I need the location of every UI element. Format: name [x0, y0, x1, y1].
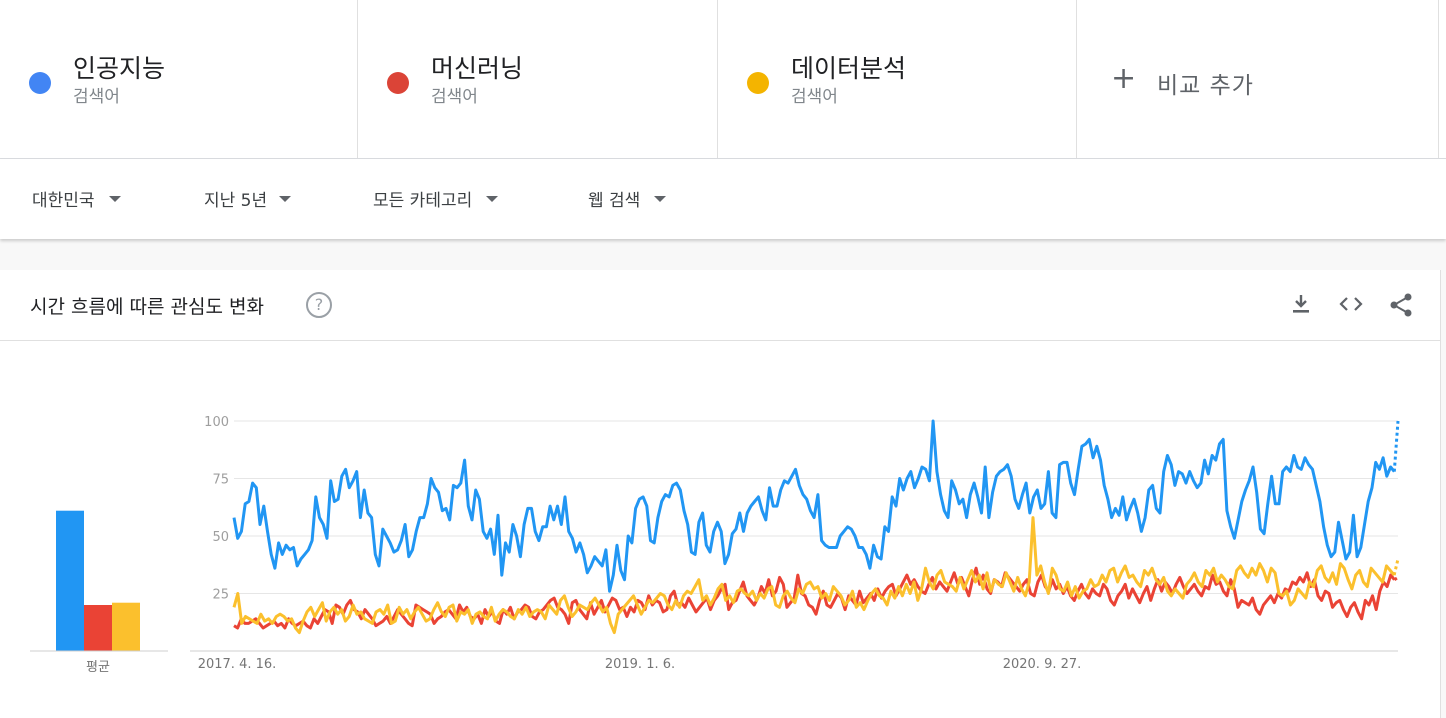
compare-terms-bar: 인공지능 검색어 머신러닝 검색어 데이터분석 검색어 + 비교 추가	[0, 0, 1446, 159]
term-card-3[interactable]: 데이터분석 검색어	[718, 0, 1077, 158]
term-color-dot	[387, 72, 409, 94]
term-type: 검색어	[431, 87, 478, 107]
term-name: 데이터분석	[791, 54, 907, 83]
average-label: 평균	[86, 660, 110, 675]
x-axis-ticks: 2017. 4. 16. 2019. 1. 6. 2020. 9. 27.	[198, 657, 1082, 672]
caret-down-icon	[654, 196, 667, 202]
chart-series	[232, 419, 1400, 635]
period-dropdown[interactable]: 지난 5년	[204, 186, 292, 211]
term-color-dot	[747, 72, 769, 94]
interest-chart: 평균 100 75 50 25 2017. 4. 16. 2019. 1. 6. 2020…	[30, 415, 1400, 675]
category-dropdown[interactable]: 모든 카테고리	[373, 186, 499, 211]
caret-down-icon	[279, 196, 292, 202]
y-tick-label: 50	[212, 530, 229, 545]
term-card-2[interactable]: 머신러닝 검색어	[358, 0, 718, 158]
period-label: 지난 5년	[204, 191, 268, 211]
caret-down-icon	[486, 196, 499, 202]
series-line	[232, 516, 1396, 635]
term-name: 인공지능	[73, 54, 166, 83]
term-card-1[interactable]: 인공지능 검색어	[0, 0, 358, 158]
series-partial-segment	[1392, 420, 1400, 472]
average-bar	[84, 605, 112, 651]
x-tick-label: 2019. 1. 6.	[605, 657, 675, 672]
x-tick-label: 2020. 9. 27.	[1003, 657, 1082, 672]
search-type-dropdown[interactable]: 웹 검색	[588, 186, 667, 211]
y-axis-ticks: 100 75 50 25	[204, 415, 229, 603]
interest-over-time-card: 시간 흐름에 따른 관심도 변화 ? 평균 100 75 50 25 2017. 4.…	[0, 270, 1441, 718]
embed-code-icon[interactable]	[1338, 292, 1364, 316]
add-compare-label: 비교 추가	[1157, 73, 1254, 99]
term-name: 머신러닝	[431, 54, 524, 83]
series-partial-segment	[1393, 576, 1399, 581]
average-bar	[56, 510, 84, 651]
term-color-dot	[29, 72, 51, 94]
y-tick-label: 75	[212, 473, 229, 488]
card-title: 시간 흐름에 따른 관심도 변화	[30, 296, 264, 318]
y-tick-label: 100	[204, 415, 229, 430]
filter-bar: 대한민국 지난 5년 모든 카테고리 웹 검색	[0, 159, 1446, 239]
series-partial-segment	[1392, 558, 1400, 576]
series-line	[233, 566, 1396, 630]
download-icon[interactable]	[1289, 292, 1313, 316]
caret-down-icon	[108, 196, 121, 202]
average-bar	[112, 602, 140, 651]
plus-icon: +	[1111, 61, 1137, 96]
x-tick-label: 2017. 4. 16.	[198, 657, 277, 672]
term-type: 검색어	[791, 87, 838, 107]
share-icon[interactable]	[1388, 292, 1414, 318]
help-icon[interactable]: ?	[306, 292, 332, 318]
average-bars: 평균	[30, 510, 168, 675]
search-type-label: 웹 검색	[588, 191, 641, 211]
y-tick-label: 25	[212, 588, 229, 603]
add-compare-button[interactable]: + 비교 추가	[1077, 0, 1439, 158]
region-label: 대한민국	[32, 191, 95, 211]
term-type: 검색어	[73, 87, 120, 107]
category-label: 모든 카테고리	[373, 191, 473, 211]
card-header: 시간 흐름에 따른 관심도 변화 ?	[0, 270, 1440, 341]
region-dropdown[interactable]: 대한민국	[32, 186, 121, 211]
series-line	[232, 419, 1396, 593]
